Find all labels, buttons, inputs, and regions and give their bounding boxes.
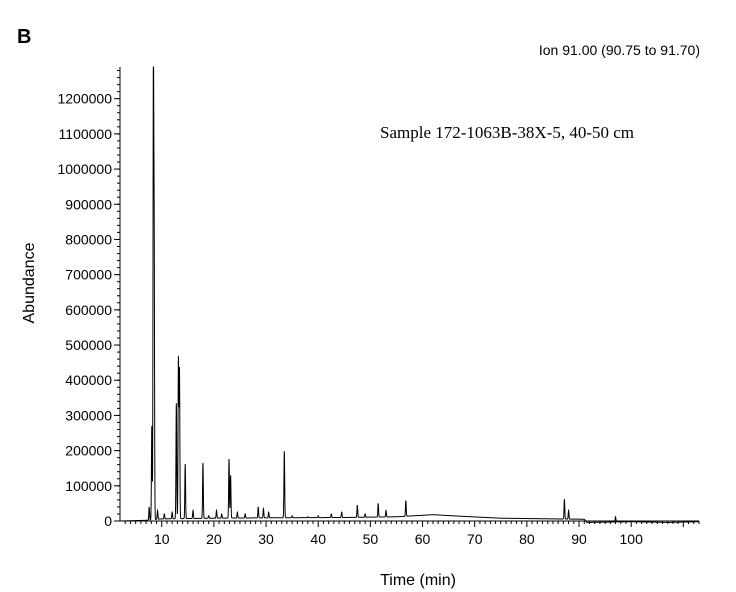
x-tick-label: 40 <box>310 531 326 547</box>
panel-label: B <box>17 26 32 48</box>
x-axis-title: Time (min) <box>380 572 456 589</box>
y-axis-title: Abundance <box>21 242 38 323</box>
axes <box>119 67 699 522</box>
ion-range-label: Ion 91.00 (90.75 to 91.70) <box>538 42 700 58</box>
y-tick-label: 100000 <box>65 478 112 494</box>
y-tick-label: 400000 <box>65 372 112 388</box>
x-tick-label: 70 <box>467 531 483 547</box>
y-tick-label: 500000 <box>65 337 112 353</box>
x-ticks: 10 20 30 40 50 60 70 80 90 100 <box>124 521 700 547</box>
y-tick-label: 1200000 <box>57 91 112 107</box>
x-tick-label: 90 <box>571 531 587 547</box>
y-tick-label: 600000 <box>65 302 112 318</box>
x-tick-label: 50 <box>363 531 379 547</box>
y-tick-label: 800000 <box>65 231 112 247</box>
y-tick-label: 900000 <box>65 196 112 212</box>
x-tick-label: 20 <box>206 531 222 547</box>
x-tick-label: 10 <box>154 531 170 547</box>
y-ticks: 0 100000 200000 300000 400000 500000 600000 700… <box>57 70 120 529</box>
x-tick-label: 80 <box>519 531 535 547</box>
y-tick-label: 1000000 <box>57 161 112 177</box>
y-tick-label: 700000 <box>65 267 112 283</box>
y-tick-label: 0 <box>104 513 112 529</box>
y-tick-label: 1100000 <box>59 126 113 142</box>
y-tick-label: 200000 <box>65 443 112 459</box>
x-tick-label: 30 <box>258 531 274 547</box>
y-tick-label: 300000 <box>65 407 112 423</box>
x-tick-label: 60 <box>415 531 431 547</box>
sample-annotation: Sample 172-1063B-38X-5, 40-50 cm <box>380 123 634 142</box>
x-tick-label: 100 <box>620 531 644 547</box>
chromatogram-trace <box>120 66 700 523</box>
